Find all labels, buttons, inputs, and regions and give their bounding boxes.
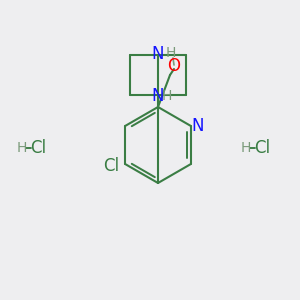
Text: H: H [166,46,176,60]
Text: Cl: Cl [254,139,270,157]
Text: Cl: Cl [30,139,46,157]
Text: N: N [152,45,164,63]
Text: N: N [152,87,164,105]
Text: H: H [162,89,172,103]
Text: N: N [192,117,204,135]
Text: H: H [241,141,251,155]
Text: O: O [167,57,181,75]
Text: H: H [17,141,27,155]
Text: Cl: Cl [103,157,119,175]
